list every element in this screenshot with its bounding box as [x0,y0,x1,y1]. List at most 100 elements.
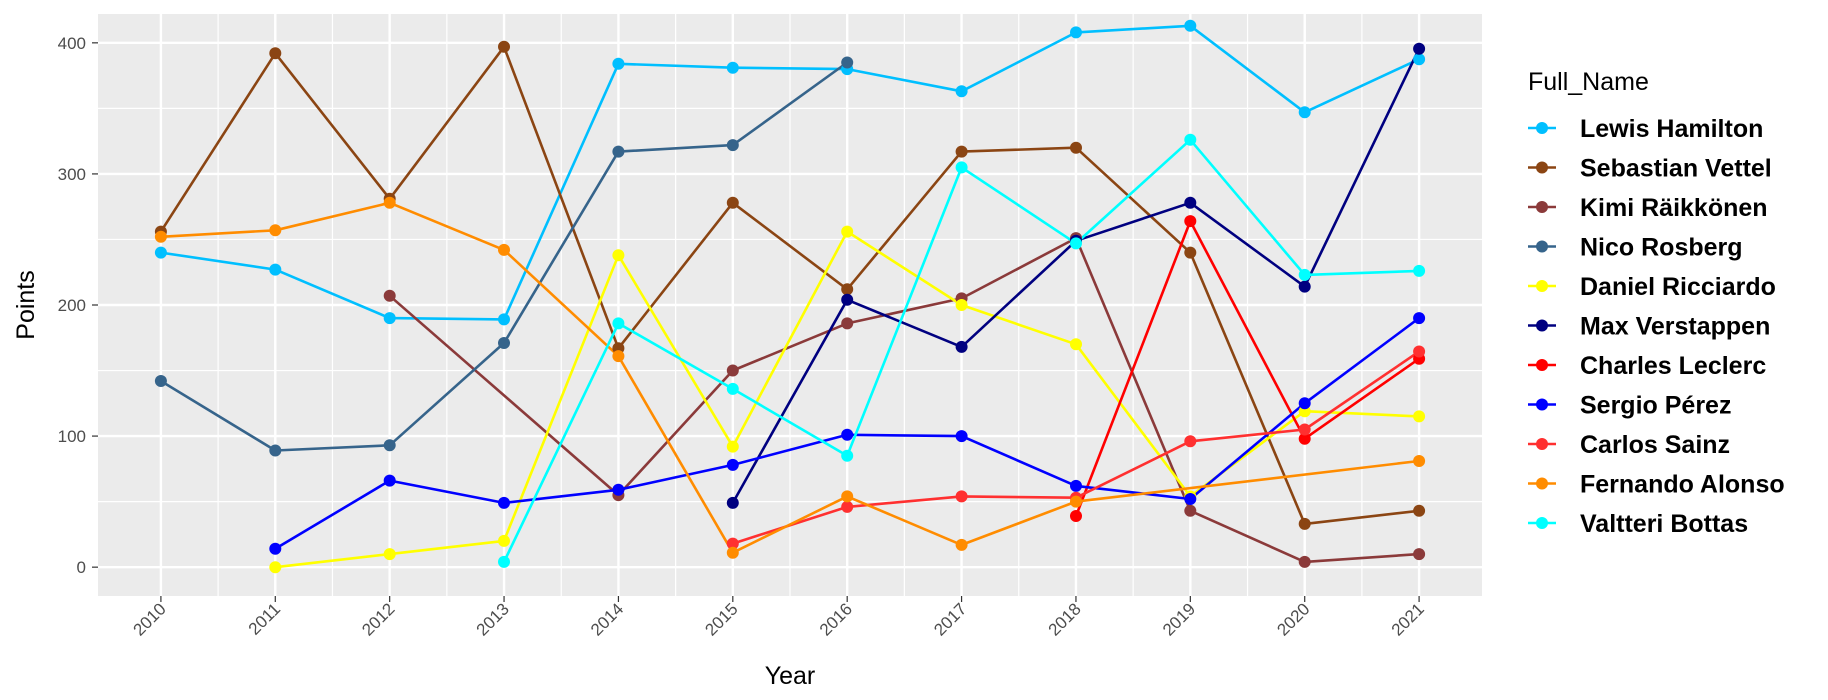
legend-item-sebastian-vettel: Sebastian Vettel [1528,155,1772,183]
legend-key-point [1536,517,1548,529]
data-point-carlos-sainz [1184,435,1197,448]
x-tick-label: 2012 [358,599,398,639]
data-point-nico-rosberg [841,56,854,69]
data-point-sergio-perez [498,496,510,509]
data-point-sebastian-vettel [955,145,968,158]
legend-key-point [1536,201,1548,213]
data-point-carlos-sainz [1413,345,1426,358]
x-tick-label: 2016 [816,599,856,639]
legend-item-fernando-alonso: Fernando Alonso [1528,471,1785,499]
data-point-daniel-ricciardo [841,225,854,238]
legend-key-point [1536,319,1548,332]
data-point-lewis-hamilton [1298,106,1311,119]
data-point-nico-rosberg [612,145,625,158]
legend-label: Fernando Alonso [1580,471,1785,499]
x-tick-label: 2021 [1388,599,1428,639]
data-point-kimi-raikkonen [1184,504,1197,517]
x-tick-label: 2019 [1159,599,1199,639]
data-point-charles-leclerc [1184,215,1197,228]
legend-item-carlos-sainz: Carlos Sainz [1528,431,1730,459]
data-point-nico-rosberg [498,337,510,349]
data-point-lewis-hamilton [269,263,282,276]
legend-item-valtteri-bottas: Valtteri Bottas [1528,510,1748,538]
data-point-lewis-hamilton [1070,26,1082,39]
data-point-sergio-perez [955,430,968,443]
legend-label: Charles Leclerc [1580,352,1766,380]
data-point-sergio-perez [726,458,739,471]
data-point-fernando-alonso [154,230,167,243]
data-point-daniel-ricciardo [1070,338,1082,351]
series-line-fernando-alonso [160,201,1420,555]
legend-item-max-verstappen: Max Verstappen [1528,313,1770,341]
data-point-max-verstappen [726,496,739,509]
legend-label: Carlos Sainz [1580,431,1730,459]
legend-item-lewis-hamilton: Lewis Hamilton [1528,115,1763,143]
data-point-valtteri-bottas [726,382,739,395]
data-point-fernando-alonso [383,196,396,209]
data-point-kimi-raikkonen [726,364,739,377]
x-tick-label: 2017 [930,599,970,639]
data-point-fernando-alonso [498,243,510,256]
data-point-valtteri-bottas [1184,133,1197,146]
data-point-sergio-perez [1184,493,1197,505]
data-point-sebastian-vettel [841,283,854,296]
legend-label: Nico Rosberg [1580,234,1743,262]
y-tick-label: 0 [77,558,86,577]
legend-label: Kimi Räikkönen [1580,194,1768,222]
series-line-sebastian-vettel [159,45,1420,526]
data-point-carlos-sainz [955,490,968,503]
data-point-lewis-hamilton [154,246,167,259]
data-point-valtteri-bottas [1413,264,1426,277]
data-point-fernando-alonso [1070,495,1082,508]
data-point-daniel-ricciardo [726,440,739,453]
data-point-daniel-ricciardo [383,548,396,561]
legend-item-charles-leclerc: Charles Leclerc [1528,352,1766,380]
data-point-nico-rosberg [383,439,396,452]
data-point-nico-rosberg [154,375,167,387]
y-tick-label: 100 [58,427,86,446]
data-point-lewis-hamilton [612,57,625,70]
legend-item-sergio-perez: Sergio Pérez [1528,392,1731,420]
data-point-daniel-ricciardo [1413,410,1426,423]
data-point-sebastian-vettel [498,40,510,53]
legend-key-point [1536,398,1548,411]
data-point-lewis-hamilton [1184,19,1197,32]
data-point-carlos-sainz [726,537,739,550]
legend-label: Lewis Hamilton [1580,115,1763,143]
data-point-fernando-alonso [269,224,282,237]
data-point-sergio-perez [1298,397,1311,410]
legend-key-point [1536,161,1548,174]
data-point-sergio-perez [269,542,282,555]
data-point-fernando-alonso [841,490,854,503]
x-tick-label: 2013 [473,599,513,639]
data-point-valtteri-bottas [841,449,854,462]
data-point-lewis-hamilton [498,313,510,326]
legend: Full_Name Lewis Hamilton Sebastian Vettel… [1528,68,1785,538]
data-point-sergio-perez [1070,479,1082,492]
data-point-carlos-sainz [1298,423,1311,436]
y-axis-title: Points [12,270,40,339]
series-points [154,19,1426,574]
data-point-valtteri-bottas [955,161,968,174]
data-point-max-verstappen [841,293,854,306]
data-point-sergio-perez [1413,312,1426,325]
data-point-fernando-alonso [612,350,625,363]
data-point-charles-leclerc [1298,432,1311,445]
x-tick-label: 2018 [1045,599,1085,639]
x-tick-label: 2015 [701,599,741,639]
legend-label: Sebastian Vettel [1580,155,1772,183]
y-tick-label: 200 [58,296,86,315]
data-point-sebastian-vettel [1184,246,1197,259]
data-point-sebastian-vettel [726,196,739,209]
legend-label: Sergio Pérez [1580,392,1731,420]
data-point-valtteri-bottas [1070,237,1082,250]
data-point-valtteri-bottas [612,317,625,330]
data-point-sergio-perez [841,428,854,441]
series-line-lewis-hamilton [160,24,1420,321]
data-point-max-verstappen [1298,280,1311,293]
legend-label: Valtteri Bottas [1580,510,1748,538]
data-point-nico-rosberg [269,444,282,457]
data-point-daniel-ricciardo [498,534,510,547]
data-point-carlos-sainz [841,500,854,513]
